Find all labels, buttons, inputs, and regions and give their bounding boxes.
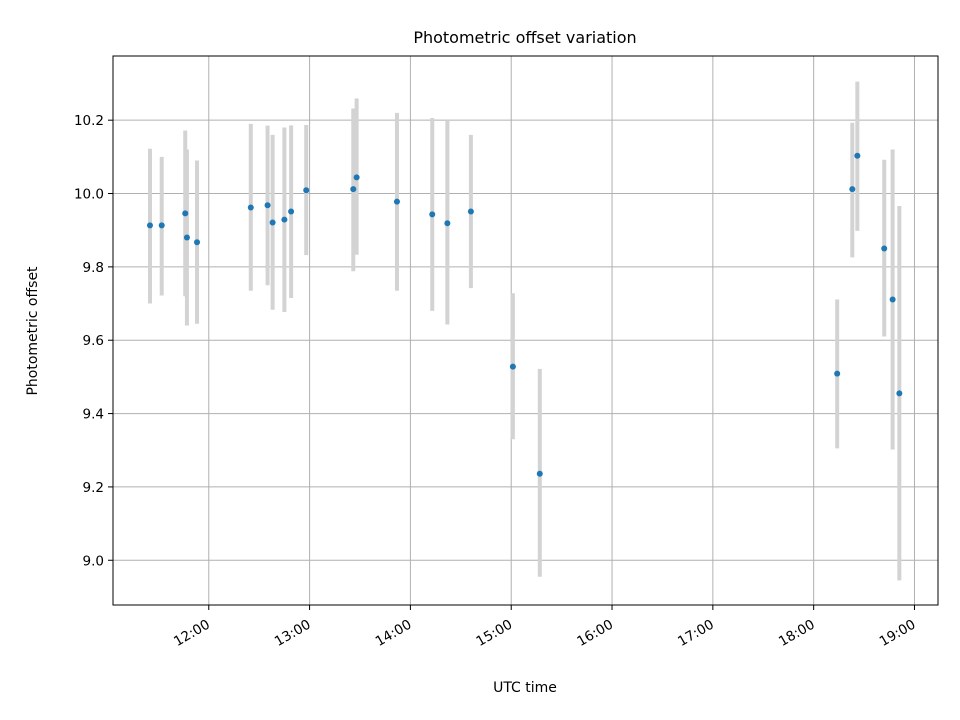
y-tick-label: 9.6: [83, 333, 104, 349]
plot-area-background: [113, 56, 938, 605]
y-tick-label: 9.4: [83, 407, 104, 423]
data-point: [834, 370, 841, 377]
y-tick-label: 10.0: [74, 187, 104, 203]
y-axis-label: Photometric offset: [25, 266, 41, 396]
data-point: [444, 220, 451, 227]
data-point: [353, 174, 360, 181]
data-point: [881, 245, 888, 252]
y-tick-label: 9.8: [83, 260, 104, 276]
data-point: [146, 222, 153, 229]
data-point: [158, 222, 165, 229]
data-point: [269, 219, 276, 226]
data-point: [467, 208, 474, 215]
data-point: [849, 186, 856, 193]
data-point: [350, 186, 357, 193]
data-point: [194, 239, 201, 246]
y-tick-label: 9.2: [83, 480, 104, 496]
data-point: [303, 187, 310, 194]
data-point: [183, 234, 190, 241]
data-point: [393, 198, 400, 205]
data-point: [247, 204, 254, 211]
plot-frame: [112, 55, 939, 606]
data-point: [896, 390, 903, 397]
data-point: [889, 296, 896, 303]
data-point: [509, 363, 516, 370]
data-point: [288, 208, 295, 215]
grid: [113, 56, 938, 605]
x-axis-label: UTC time: [493, 680, 557, 696]
data-point: [429, 211, 436, 218]
data-point: [854, 152, 861, 159]
chart-title: Photometric offset variation: [413, 28, 636, 47]
data-point: [264, 202, 271, 209]
data-point: [536, 470, 543, 477]
data-points: [146, 152, 903, 477]
y-tick-label: 9.0: [83, 553, 104, 569]
data-point: [281, 216, 288, 223]
data-point: [182, 210, 189, 217]
y-tick-label: 10.2: [74, 113, 104, 129]
